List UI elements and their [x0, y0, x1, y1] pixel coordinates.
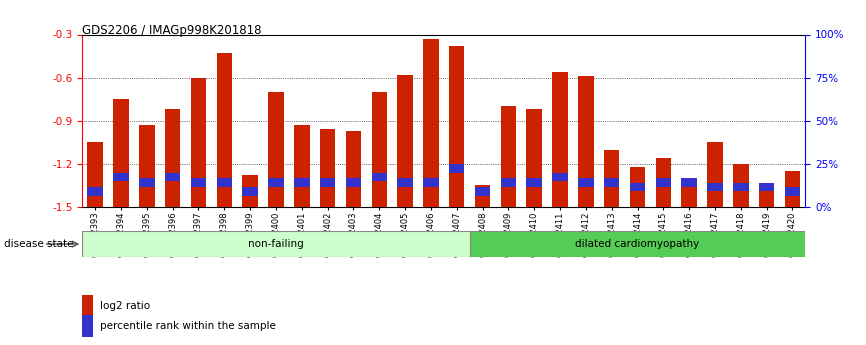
- Bar: [733, 164, 748, 207]
- Bar: [242, 187, 258, 196]
- Bar: [397, 178, 413, 187]
- Bar: [294, 125, 309, 207]
- Bar: [630, 183, 645, 191]
- Bar: [423, 39, 439, 207]
- Bar: [139, 125, 155, 207]
- Bar: [604, 149, 619, 207]
- Bar: [656, 158, 671, 207]
- Bar: [469, 231, 805, 257]
- Bar: [578, 178, 593, 187]
- Bar: [346, 178, 361, 187]
- Bar: [346, 131, 361, 207]
- Bar: [191, 78, 206, 207]
- Bar: [501, 106, 516, 207]
- Bar: [165, 109, 180, 207]
- Text: GDS2206 / IMAGp998K201818: GDS2206 / IMAGp998K201818: [82, 24, 262, 37]
- Bar: [113, 172, 129, 181]
- Bar: [216, 178, 232, 187]
- Bar: [475, 186, 490, 207]
- Bar: [553, 72, 568, 207]
- Bar: [268, 92, 284, 207]
- Text: disease state: disease state: [4, 239, 74, 249]
- Bar: [785, 171, 800, 207]
- Bar: [708, 183, 723, 191]
- Bar: [708, 142, 723, 207]
- Bar: [423, 178, 439, 187]
- Bar: [320, 129, 335, 207]
- Bar: [397, 75, 413, 207]
- Text: percentile rank within the sample: percentile rank within the sample: [100, 321, 275, 331]
- Bar: [604, 178, 619, 187]
- Bar: [372, 172, 387, 181]
- Text: log2 ratio: log2 ratio: [100, 301, 150, 311]
- Bar: [449, 46, 464, 207]
- Bar: [527, 178, 542, 187]
- Bar: [191, 178, 206, 187]
- Bar: [553, 172, 568, 181]
- Bar: [682, 178, 697, 187]
- Bar: [372, 92, 387, 207]
- Bar: [656, 178, 671, 187]
- Bar: [630, 167, 645, 207]
- Bar: [501, 178, 516, 187]
- Bar: [165, 172, 180, 181]
- Text: dilated cardiomyopathy: dilated cardiomyopathy: [575, 239, 700, 249]
- Bar: [242, 175, 258, 207]
- Bar: [759, 190, 774, 207]
- Bar: [268, 178, 284, 187]
- Bar: [759, 183, 774, 191]
- Bar: [139, 178, 155, 187]
- Text: non-failing: non-failing: [248, 239, 304, 249]
- Bar: [87, 187, 103, 196]
- Bar: [785, 187, 800, 196]
- Bar: [578, 76, 593, 207]
- Bar: [294, 178, 309, 187]
- Bar: [449, 164, 464, 172]
- Bar: [527, 109, 542, 207]
- Bar: [320, 178, 335, 187]
- Bar: [82, 231, 469, 257]
- Bar: [87, 142, 103, 207]
- Bar: [216, 53, 232, 207]
- Bar: [682, 186, 697, 207]
- Bar: [113, 99, 129, 207]
- Bar: [475, 187, 490, 196]
- Bar: [733, 183, 748, 191]
